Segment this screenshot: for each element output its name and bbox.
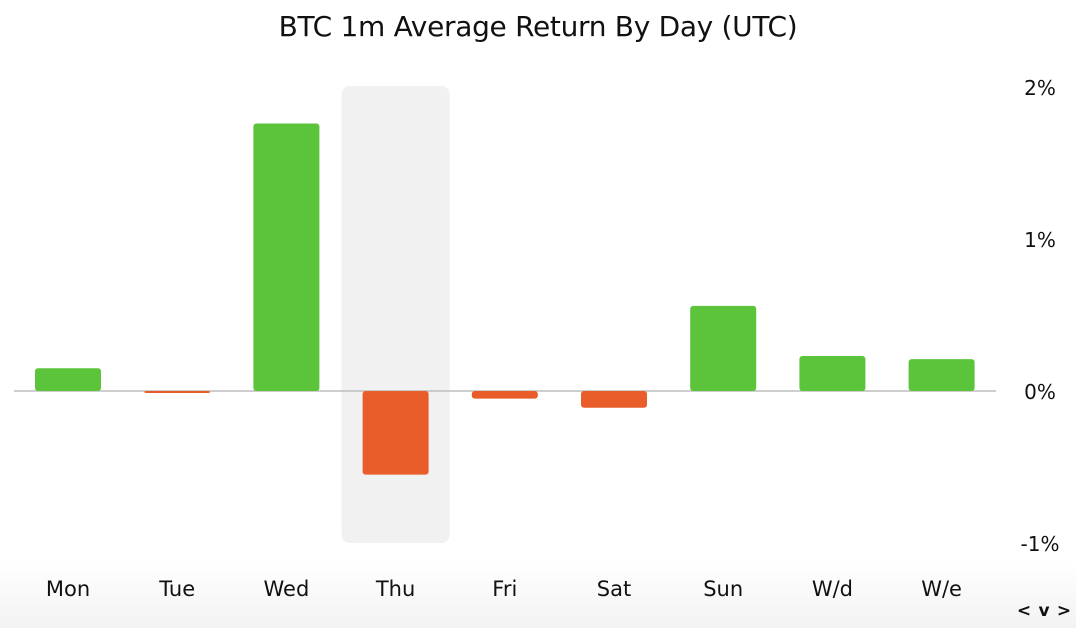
bar-sun <box>690 305 757 391</box>
expand-menu-button[interactable]: v <box>1038 601 1050 621</box>
x-tick-label-w-e: W/e <box>921 577 962 601</box>
x-tick-label-sun: Sun <box>703 577 743 601</box>
bar-wed <box>253 123 320 391</box>
x-tick-label-sat: Sat <box>597 577 631 601</box>
bar-thu <box>362 391 429 475</box>
x-tick-label-thu: Thu <box>375 577 415 601</box>
x-tick-label-fri: Fri <box>492 577 517 601</box>
next-chart-button[interactable]: > <box>1056 601 1072 621</box>
x-tick-label-tue: Tue <box>158 577 195 601</box>
bar-sat <box>581 391 647 408</box>
bar-w-e <box>908 359 975 391</box>
bar-fri <box>471 391 538 399</box>
y-tick-label: 2% <box>1024 76 1056 100</box>
bar-w-d <box>799 356 866 391</box>
x-tick-label-wed: Wed <box>264 577 310 601</box>
chart-title: BTC 1m Average Return By Day (UTC) <box>278 10 798 43</box>
x-tick-label-mon: Mon <box>46 577 90 601</box>
y-tick-label: -1% <box>1021 532 1060 556</box>
chart-navigation: < v > <box>1016 598 1072 624</box>
y-tick-label: 1% <box>1024 228 1056 252</box>
bar-mon <box>35 368 101 391</box>
y-tick-label: 0% <box>1024 380 1056 404</box>
footer-band <box>0 560 1076 628</box>
previous-chart-button[interactable]: < <box>1016 601 1032 621</box>
x-tick-label-w-d: W/d <box>812 577 853 601</box>
bar-tue <box>144 391 211 393</box>
